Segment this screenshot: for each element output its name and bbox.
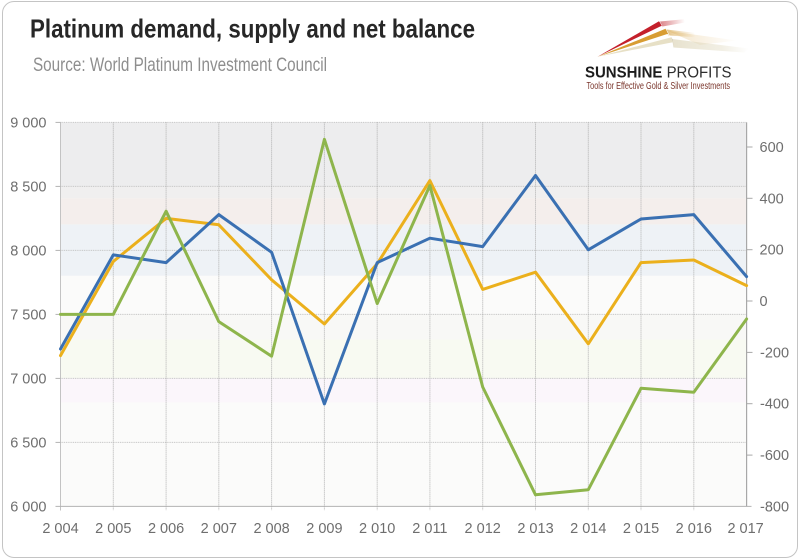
svg-text:0: 0 <box>760 294 768 310</box>
svg-text:7 500: 7 500 <box>10 307 46 323</box>
svg-text:8 000: 8 000 <box>10 243 46 259</box>
svg-text:2 007: 2 007 <box>201 521 237 537</box>
svg-text:6 000: 6 000 <box>10 499 46 515</box>
svg-text:600: 600 <box>760 140 784 156</box>
svg-text:2 011: 2 011 <box>412 521 447 537</box>
svg-text:2 006: 2 006 <box>148 521 184 537</box>
svg-text:400: 400 <box>760 191 784 207</box>
svg-text:Source: World Platinum Investm: Source: World Platinum Investment Counci… <box>33 54 327 76</box>
svg-text:-800: -800 <box>760 499 789 515</box>
svg-text:2 010: 2 010 <box>359 521 395 537</box>
svg-text:9 000: 9 000 <box>10 115 46 131</box>
svg-text:2 017: 2 017 <box>727 521 763 537</box>
svg-text:2 005: 2 005 <box>95 521 131 537</box>
svg-text:2 009: 2 009 <box>306 521 342 537</box>
svg-text:2 008: 2 008 <box>253 521 289 537</box>
svg-text:SUNSHINE PROFITS: SUNSHINE PROFITS <box>585 65 732 82</box>
svg-text:-400: -400 <box>760 397 789 413</box>
svg-text:2 016: 2 016 <box>676 521 712 537</box>
svg-text:-200: -200 <box>760 345 789 361</box>
svg-text:Tools for Effective Gold & Sil: Tools for Effective Gold & Silver Invest… <box>587 81 731 92</box>
svg-text:200: 200 <box>760 243 784 259</box>
svg-text:8 500: 8 500 <box>10 179 46 195</box>
svg-text:-600: -600 <box>760 448 789 464</box>
svg-text:6 500: 6 500 <box>10 435 46 451</box>
svg-text:2 014: 2 014 <box>570 521 606 537</box>
svg-text:2 004: 2 004 <box>42 521 78 537</box>
svg-text:2 015: 2 015 <box>623 521 659 537</box>
svg-text:7 000: 7 000 <box>10 371 46 387</box>
svg-text:Platinum demand, supply and ne: Platinum demand, supply and net balance <box>30 14 475 44</box>
svg-text:2 013: 2 013 <box>517 521 553 537</box>
svg-text:2 012: 2 012 <box>465 521 501 537</box>
